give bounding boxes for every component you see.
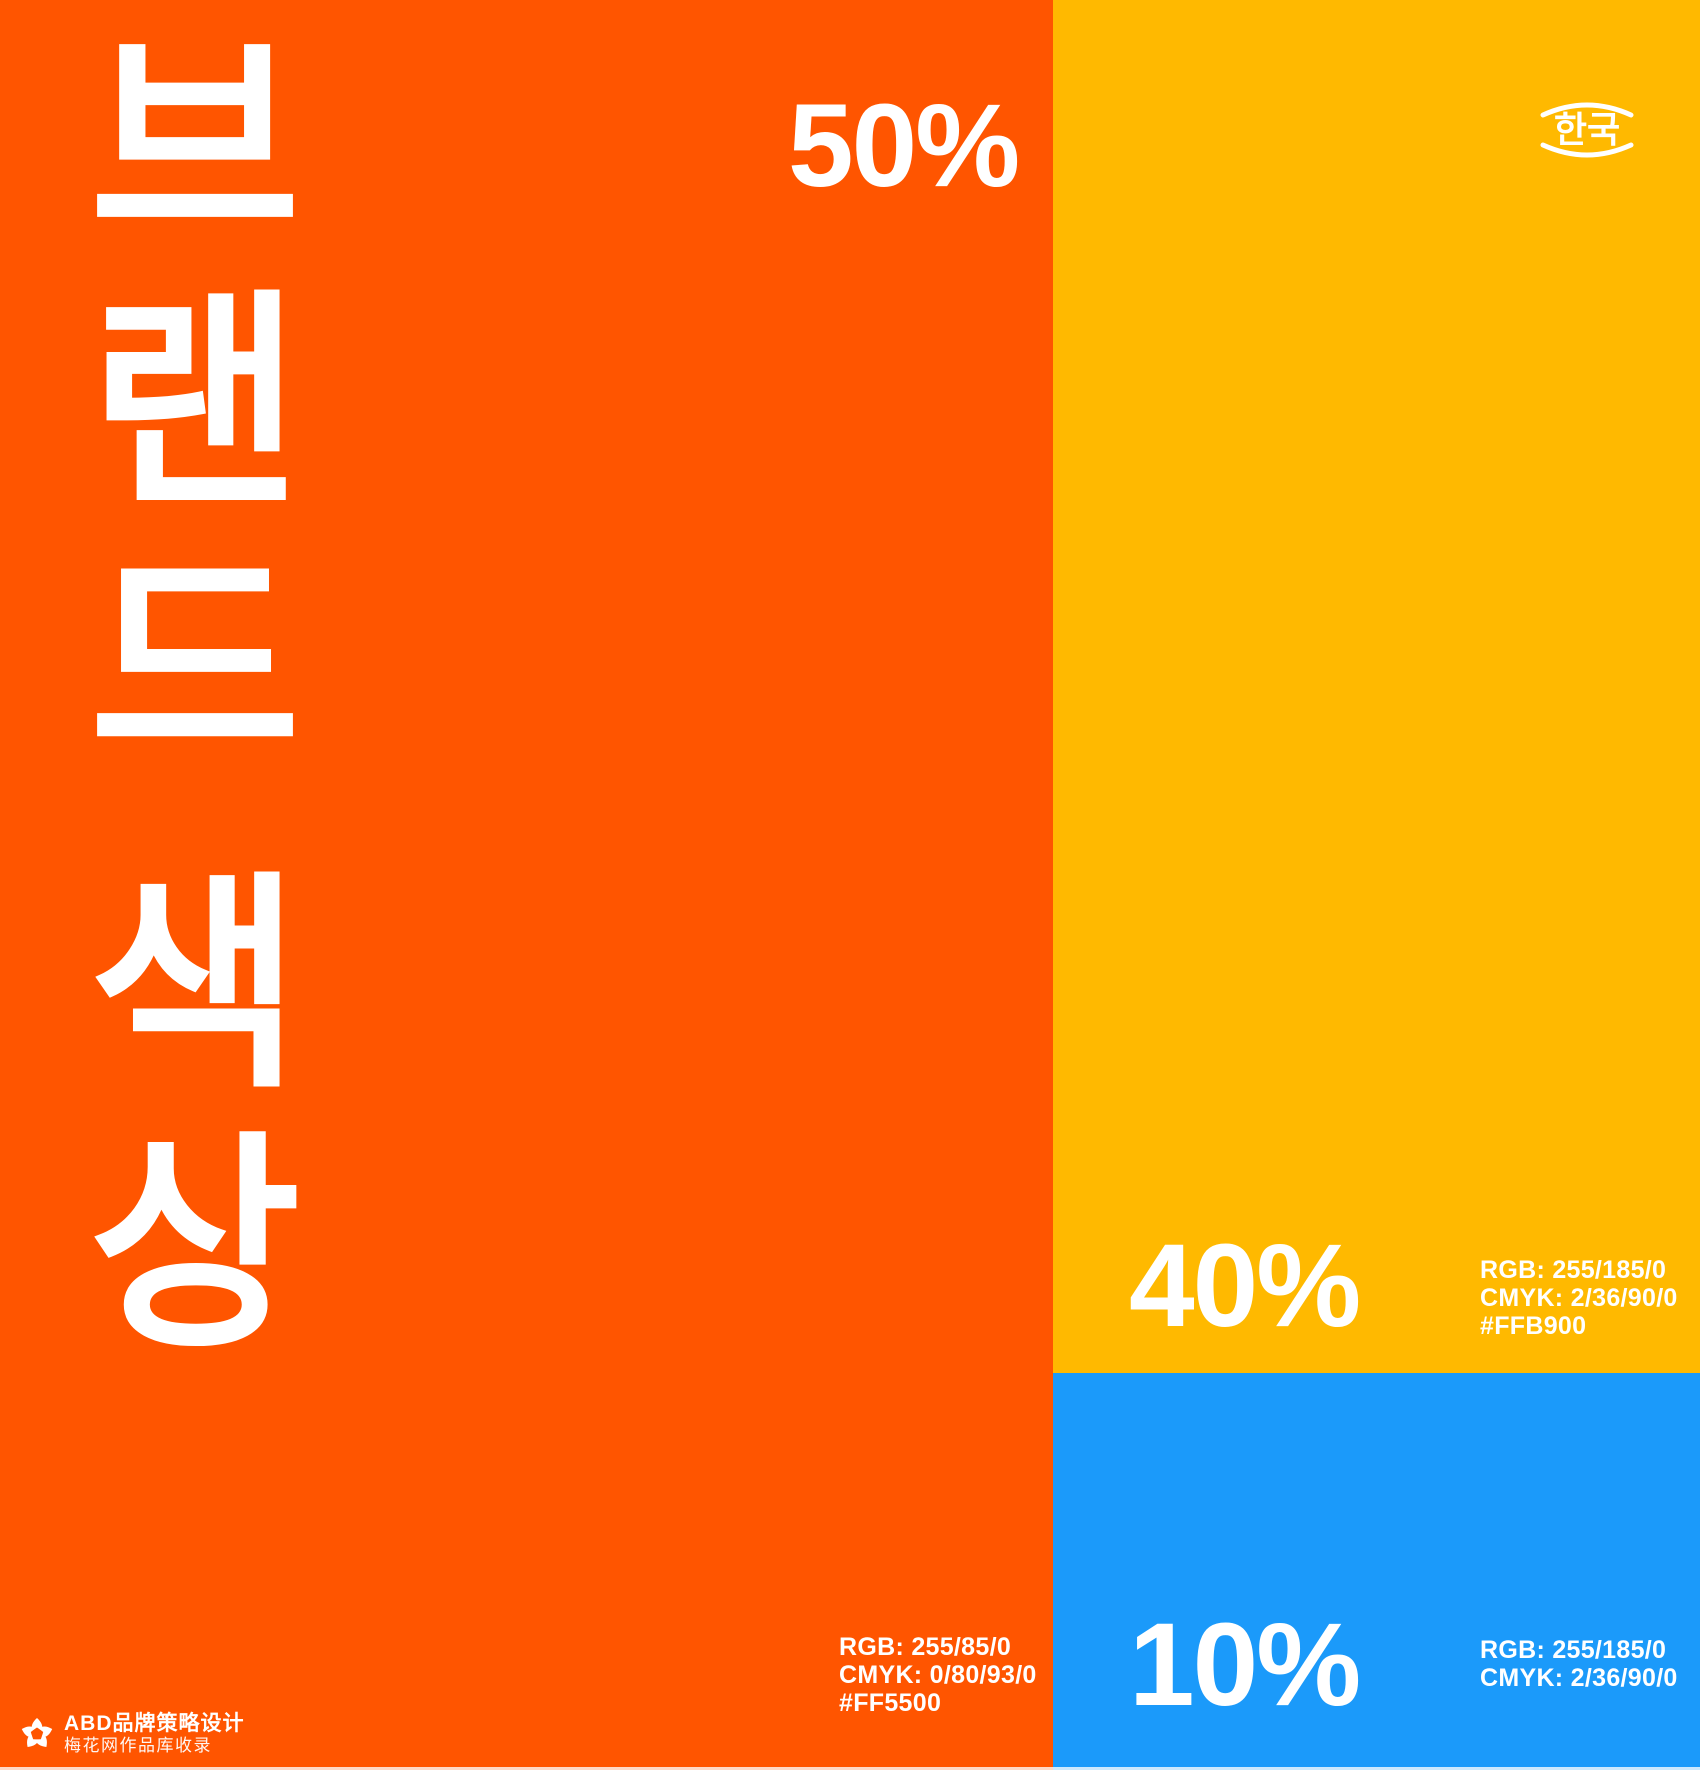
- cmyk-value-blue: CMYK: 2/36/90/0: [1480, 1664, 1678, 1692]
- rgb-value-orange: RGB: 255/85/0: [839, 1633, 1012, 1661]
- plum-blossom-icon: [21, 1717, 53, 1747]
- color-info-orange: RGB: 255/85/0 CMYK: 0/80/93/0 #FF5500: [839, 1633, 1037, 1717]
- cmyk-value-orange: CMYK: 0/80/93/0: [839, 1661, 1037, 1689]
- title-char: 랜: [89, 275, 301, 532]
- hex-value-yellow: #FFB900: [1480, 1312, 1587, 1340]
- color-block-yellow: 한국 40% RGB: 255/185/0 CMYK: 2/36/90/0 #F…: [1053, 0, 1700, 1373]
- rgb-value-yellow: RGB: 255/185/0: [1480, 1256, 1667, 1284]
- rgb-value-blue: RGB: 255/185/0: [1480, 1636, 1667, 1664]
- hex-value-orange: #FF5500: [839, 1689, 942, 1717]
- color-block-orange: 브 랜 드 색 상 50% RGB: 255/85/0 CMYK: 0/80/9…: [0, 0, 1053, 1770]
- color-info-yellow: RGB: 255/185/0 CMYK: 2/36/90/0 #FFB900: [1480, 1256, 1678, 1340]
- badge-label: 한국: [1553, 109, 1621, 150]
- title-char: 드: [89, 535, 301, 792]
- page-title: 브 랜 드 색 상: [66, 14, 324, 1376]
- bottom-edge-strip: [0, 1767, 1700, 1770]
- footer-brand-line2: 梅花网作品库收录: [64, 1736, 212, 1755]
- footer-brand-line1: ABD品牌策略设计: [64, 1712, 245, 1735]
- percent-label-blue: 10%: [1129, 1599, 1361, 1731]
- color-info-blue: RGB: 255/185/0 CMYK: 2/36/90/0: [1480, 1636, 1678, 1692]
- percent-label-orange: 50%: [788, 80, 1020, 212]
- cmyk-value-yellow: CMYK: 2/36/90/0: [1480, 1284, 1678, 1312]
- title-char: 색: [89, 857, 301, 1114]
- title-char: 상: [89, 1117, 301, 1374]
- badge-bottom-arc-icon: [1540, 142, 1634, 158]
- badge-top-arc-icon: [1540, 102, 1634, 118]
- percent-label-yellow: 40%: [1129, 1220, 1361, 1352]
- brand-footer: ABD品牌策略设计 梅花网作品库收录: [20, 1712, 245, 1755]
- title-char: 브: [89, 15, 301, 272]
- hanguk-badge: 한국: [1537, 94, 1637, 166]
- color-block-blue: 10% RGB: 255/185/0 CMYK: 2/36/90/0: [1053, 1373, 1700, 1770]
